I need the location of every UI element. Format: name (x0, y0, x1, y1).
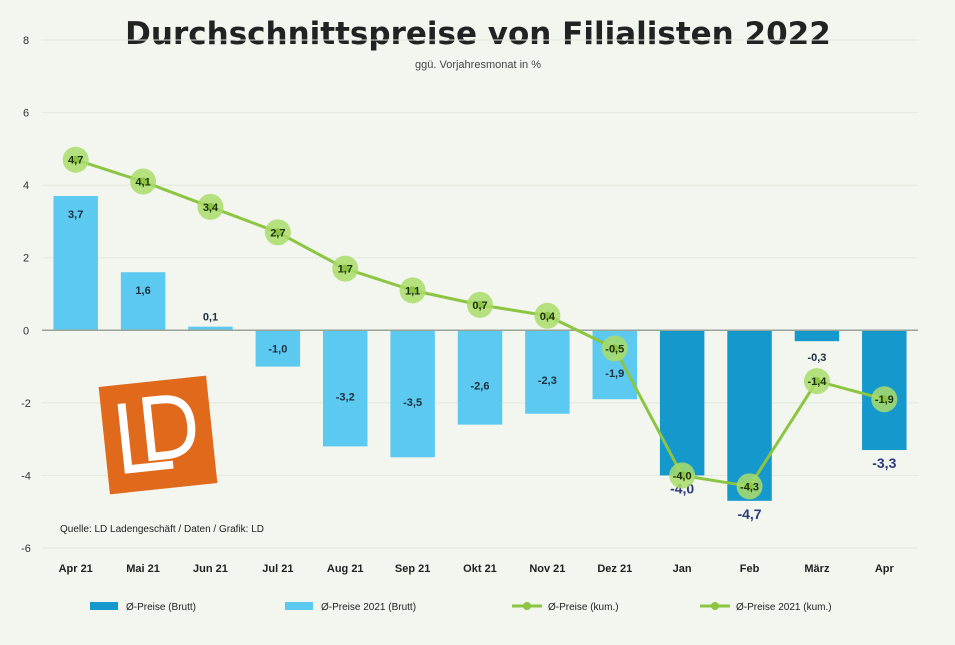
x-category-label: Mai 21 (126, 563, 160, 575)
x-category-label: Okt 21 (463, 563, 497, 575)
legend-marker (711, 602, 719, 610)
legend: Ø-Preise (Brutt) Ø-Preise 2021 (Brutt) Ø-P… (90, 602, 832, 613)
chart-title: Durchschnittspreise von Filialisten 2022 (125, 16, 831, 52)
x-category-label: Sep 21 (395, 563, 430, 575)
point-value-label: -1,9 (875, 394, 894, 406)
bar-value-label: -0,3 (807, 352, 826, 364)
y-tick-label: -6 (21, 543, 31, 555)
x-category-label: Apr 21 (59, 563, 93, 575)
chart-subtitle: ggü. Vorjahresmonat in % (415, 59, 541, 71)
point-value-label: 4,7 (68, 155, 83, 167)
bar-value-label: 1,6 (135, 285, 150, 297)
x-category-label: Feb (740, 563, 760, 575)
legend-marker (523, 602, 531, 610)
line-point (745, 482, 754, 491)
logo (98, 375, 218, 495)
bar (727, 330, 772, 501)
line-point (610, 344, 619, 353)
logo-d-shape (141, 395, 196, 462)
bar (525, 330, 570, 414)
point-value-label: 0,7 (472, 300, 487, 312)
y-tick-label: 8 (23, 35, 29, 47)
line-point (139, 177, 148, 186)
line-point (812, 377, 821, 386)
x-category-label: Aug 21 (327, 563, 364, 575)
line-point (408, 286, 417, 295)
point-value-label: -4,3 (740, 481, 759, 493)
y-tick-label: -4 (21, 470, 31, 482)
bar-value-label: -3,3 (872, 455, 896, 471)
legend-label: Ø-Preise (kum.) (548, 602, 619, 613)
bar-value-label: -3,5 (403, 397, 422, 409)
logo-mark (98, 375, 218, 495)
legend-swatch (90, 602, 118, 610)
x-category-label: März (804, 563, 830, 575)
line-point (273, 228, 282, 237)
bar (53, 196, 98, 331)
bar-value-label: 3,7 (68, 209, 83, 221)
x-category-label: Apr (875, 563, 895, 575)
x-category-label: Nov 21 (529, 563, 565, 575)
x-category-label: Jan (673, 563, 692, 575)
line-point (71, 155, 80, 164)
bar-value-label: -2,3 (538, 375, 557, 387)
y-tick-label: 4 (23, 180, 29, 192)
bar (120, 272, 166, 331)
bar (188, 326, 233, 331)
line-point (880, 395, 889, 404)
bar-value-label: 0,1 (203, 312, 218, 324)
x-category-label: Jul 21 (262, 563, 293, 575)
bars: -4,0 -4,7 -0,3 -3,3 3,7 1,6 0,1 -1,0 -3,2 -3,5 -2,… (53, 196, 907, 522)
legend-swatch (285, 602, 313, 610)
line-point (341, 264, 350, 273)
line-point (476, 300, 484, 309)
point-value-label: 0,4 (540, 311, 556, 323)
x-axis: Apr 21 Mai 21 Jun 21 Jul 21 Aug 21 Sep 21 Okt … (59, 563, 895, 575)
bar-value-label: -1,0 (268, 343, 287, 355)
point-value-label: -1,4 (807, 376, 827, 388)
bar-value-label: -3,2 (336, 391, 355, 403)
legend-label: Ø-Preise 2021 (Brutt) (321, 602, 416, 613)
line-point (678, 471, 687, 480)
y-tick-label: 0 (23, 325, 29, 337)
bar (659, 330, 705, 476)
legend-label: Ø-Preise (Brutt) (126, 602, 196, 613)
y-tick-label: -2 (21, 398, 31, 410)
point-value-label: -4,0 (673, 470, 692, 482)
line-point (206, 202, 215, 211)
bar-value-label: -2,6 (471, 380, 490, 392)
point-value-label: 4,1 (135, 177, 150, 189)
point-value-label: -0,5 (605, 343, 624, 355)
series-points: -0,5 -4,0 -4,3 -1,4 -1,9 4,7 4,1 3,4 2,7 1,7 1,1 0,… (62, 146, 898, 500)
logo-l-shape (117, 403, 174, 474)
point-value-label: 1,7 (338, 264, 353, 276)
bar (322, 330, 368, 447)
line-point (543, 311, 552, 320)
y-tick-label: 2 (23, 253, 29, 265)
y-axis: -6 -4 -2 0 2 4 6 8 (21, 35, 31, 555)
legend-label: Ø-Preise 2021 (kum.) (736, 602, 832, 613)
bar (457, 330, 503, 425)
point-value-label: 3,4 (203, 202, 219, 214)
bar (794, 330, 840, 342)
point-value-label: 2,7 (270, 227, 285, 239)
bar-value-label: -1,9 (605, 368, 624, 380)
point-value-label: 1,1 (405, 285, 420, 297)
x-category-label: Jun 21 (193, 563, 228, 575)
x-category-label: Dez 21 (597, 563, 632, 575)
source-note: Quelle: LD Ladengeschäft / Daten / Grafi… (60, 524, 264, 535)
bar (390, 330, 435, 458)
y-tick-label: 6 (23, 108, 29, 120)
bar-value-label: -4,7 (737, 506, 761, 522)
bar (255, 330, 301, 367)
